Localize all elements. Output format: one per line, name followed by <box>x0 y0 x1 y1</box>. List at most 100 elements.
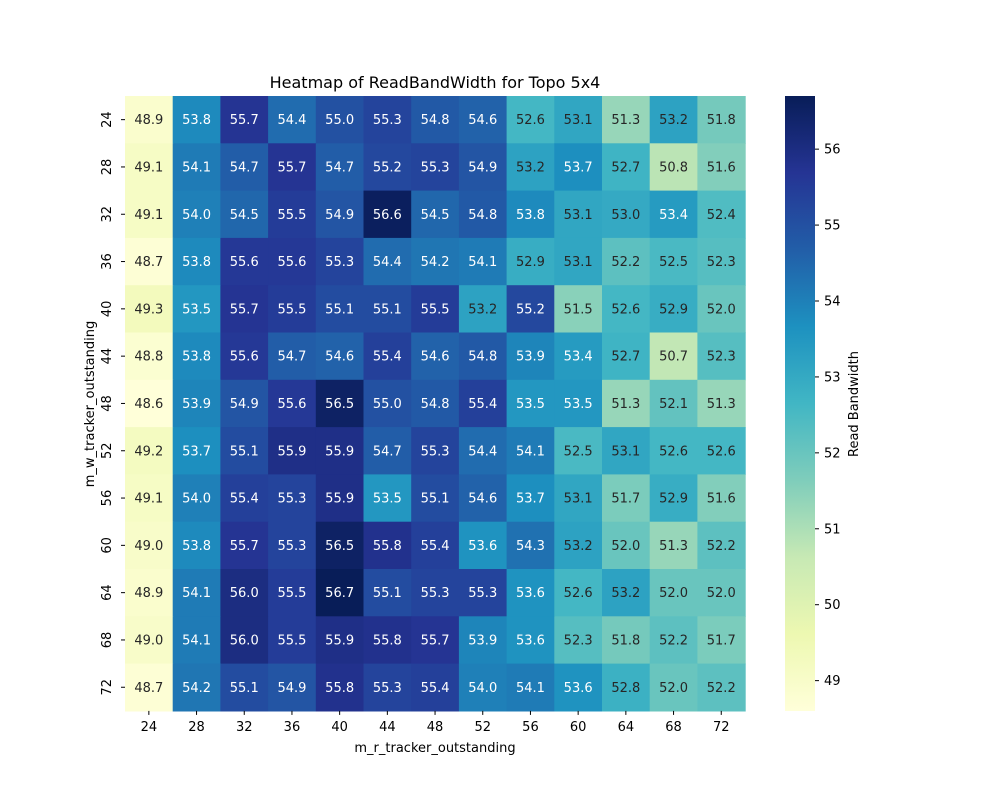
x-tick-label: 60 <box>570 720 587 735</box>
y-tick-label: 52 <box>100 442 115 459</box>
colorbar-tick-label: 49 <box>824 674 841 689</box>
heatmap-cell <box>268 143 317 192</box>
heatmap-cell <box>506 569 555 617</box>
cell-value-label: 54.4 <box>468 444 497 459</box>
heatmap-cell <box>697 143 746 192</box>
cell-value-label: 49.0 <box>134 539 163 554</box>
heatmap-cell <box>697 521 746 570</box>
x-tick-label: 72 <box>713 720 730 735</box>
cell-value-label: 51.8 <box>707 113 736 128</box>
heatmap-cell <box>458 616 508 665</box>
cell-value-label: 54.7 <box>230 160 259 175</box>
heatmap-cell <box>125 569 174 617</box>
cell-value-label: 54.6 <box>325 350 354 365</box>
heatmap-cell <box>172 143 221 192</box>
heatmap-cell <box>411 237 460 286</box>
cell-value-label: 56.5 <box>325 539 354 554</box>
cell-value-label: 55.4 <box>373 350 402 365</box>
y-tick-label: 48 <box>100 395 115 412</box>
heatmap-cell <box>268 96 317 144</box>
x-tick-label: 40 <box>331 720 348 735</box>
heatmap-cell <box>411 332 460 381</box>
x-tick-label: 68 <box>665 720 682 735</box>
cell-value-label: 55.9 <box>325 633 354 648</box>
y-tick-label: 56 <box>100 490 115 507</box>
cell-value-label: 55.1 <box>373 586 402 601</box>
cell-value-label: 55.5 <box>277 586 306 601</box>
heatmap-cell <box>363 190 412 239</box>
heatmap-cell <box>411 521 460 570</box>
heatmap-cell <box>125 616 174 665</box>
y-tick-label: 64 <box>100 584 115 601</box>
cell-value-label: 51.3 <box>611 397 640 412</box>
y-tick-label: 40 <box>100 301 115 318</box>
heatmap-cell <box>125 190 174 239</box>
heatmap-cell <box>363 616 412 665</box>
heatmap-cell <box>554 663 603 712</box>
heatmap-cell <box>172 474 221 523</box>
cell-value-label: 54.8 <box>421 397 450 412</box>
cell-value-label: 55.0 <box>373 397 402 412</box>
heatmap-cell <box>697 569 746 617</box>
cell-value-label: 56.6 <box>373 208 402 223</box>
heatmap-cell <box>411 96 460 144</box>
y-tick-label: 24 <box>100 111 115 128</box>
cell-value-label: 52.0 <box>611 539 640 554</box>
heatmap-cell <box>458 190 508 239</box>
heatmap-cell <box>268 474 317 523</box>
cell-value-label: 51.5 <box>564 302 593 317</box>
heatmap-cell <box>458 379 508 428</box>
cell-value-label: 55.7 <box>230 113 259 128</box>
heatmap-cell <box>649 285 698 334</box>
heatmap-cell <box>220 190 269 239</box>
cell-value-label: 55.8 <box>325 681 354 696</box>
heatmap-cell <box>602 379 651 428</box>
cell-value-label: 53.2 <box>468 302 497 317</box>
cell-value-label: 54.0 <box>182 208 211 223</box>
cell-value-label: 49.1 <box>134 492 163 507</box>
cell-value-label: 52.2 <box>659 633 688 648</box>
colorbar-tick-label: 55 <box>824 219 841 234</box>
cell-value-label: 51.6 <box>707 160 736 175</box>
cell-value-label: 52.9 <box>659 492 688 507</box>
colorbar-tick-label: 52 <box>824 446 841 461</box>
cell-value-label: 48.7 <box>134 681 163 696</box>
heatmap-cell <box>363 427 412 475</box>
cell-value-label: 54.7 <box>277 350 306 365</box>
cell-value-label: 55.7 <box>230 539 259 554</box>
cell-value-label: 52.4 <box>707 208 736 223</box>
heatmap-cell <box>554 379 603 428</box>
cell-value-label: 52.3 <box>707 350 736 365</box>
heatmap-cell <box>411 569 460 617</box>
x-tick-label: 44 <box>379 720 396 735</box>
heatmap-cell <box>363 96 412 144</box>
cell-value-label: 53.8 <box>182 113 211 128</box>
cell-value-label: 49.0 <box>134 633 163 648</box>
heatmap-cell <box>506 616 555 665</box>
heatmap-cell <box>649 663 698 712</box>
cell-value-label: 52.9 <box>659 302 688 317</box>
heatmap-cell <box>458 237 508 286</box>
cell-value-label: 52.8 <box>611 681 640 696</box>
cell-value-label: 52.1 <box>659 397 688 412</box>
cell-value-label: 54.9 <box>325 208 354 223</box>
cell-value-label: 54.1 <box>516 444 545 459</box>
cell-value-label: 55.3 <box>421 586 450 601</box>
cell-value-label: 56.7 <box>325 586 354 601</box>
cell-value-label: 54.7 <box>373 444 402 459</box>
cell-value-label: 55.1 <box>325 302 354 317</box>
cell-value-label: 54.6 <box>421 350 450 365</box>
cell-value-label: 48.7 <box>134 255 163 270</box>
x-tick-label: 28 <box>188 720 205 735</box>
heatmap-cell <box>506 474 555 523</box>
heatmap-cell <box>649 427 698 475</box>
cell-value-label: 54.6 <box>468 113 497 128</box>
heatmap-cell <box>220 616 269 665</box>
heatmap-cell <box>220 521 269 570</box>
heatmap-cell <box>268 427 317 475</box>
heatmap-cell <box>458 332 508 381</box>
heatmap-cell <box>602 143 651 192</box>
cell-value-label: 53.6 <box>564 681 593 696</box>
cell-value-label: 55.4 <box>421 681 450 696</box>
